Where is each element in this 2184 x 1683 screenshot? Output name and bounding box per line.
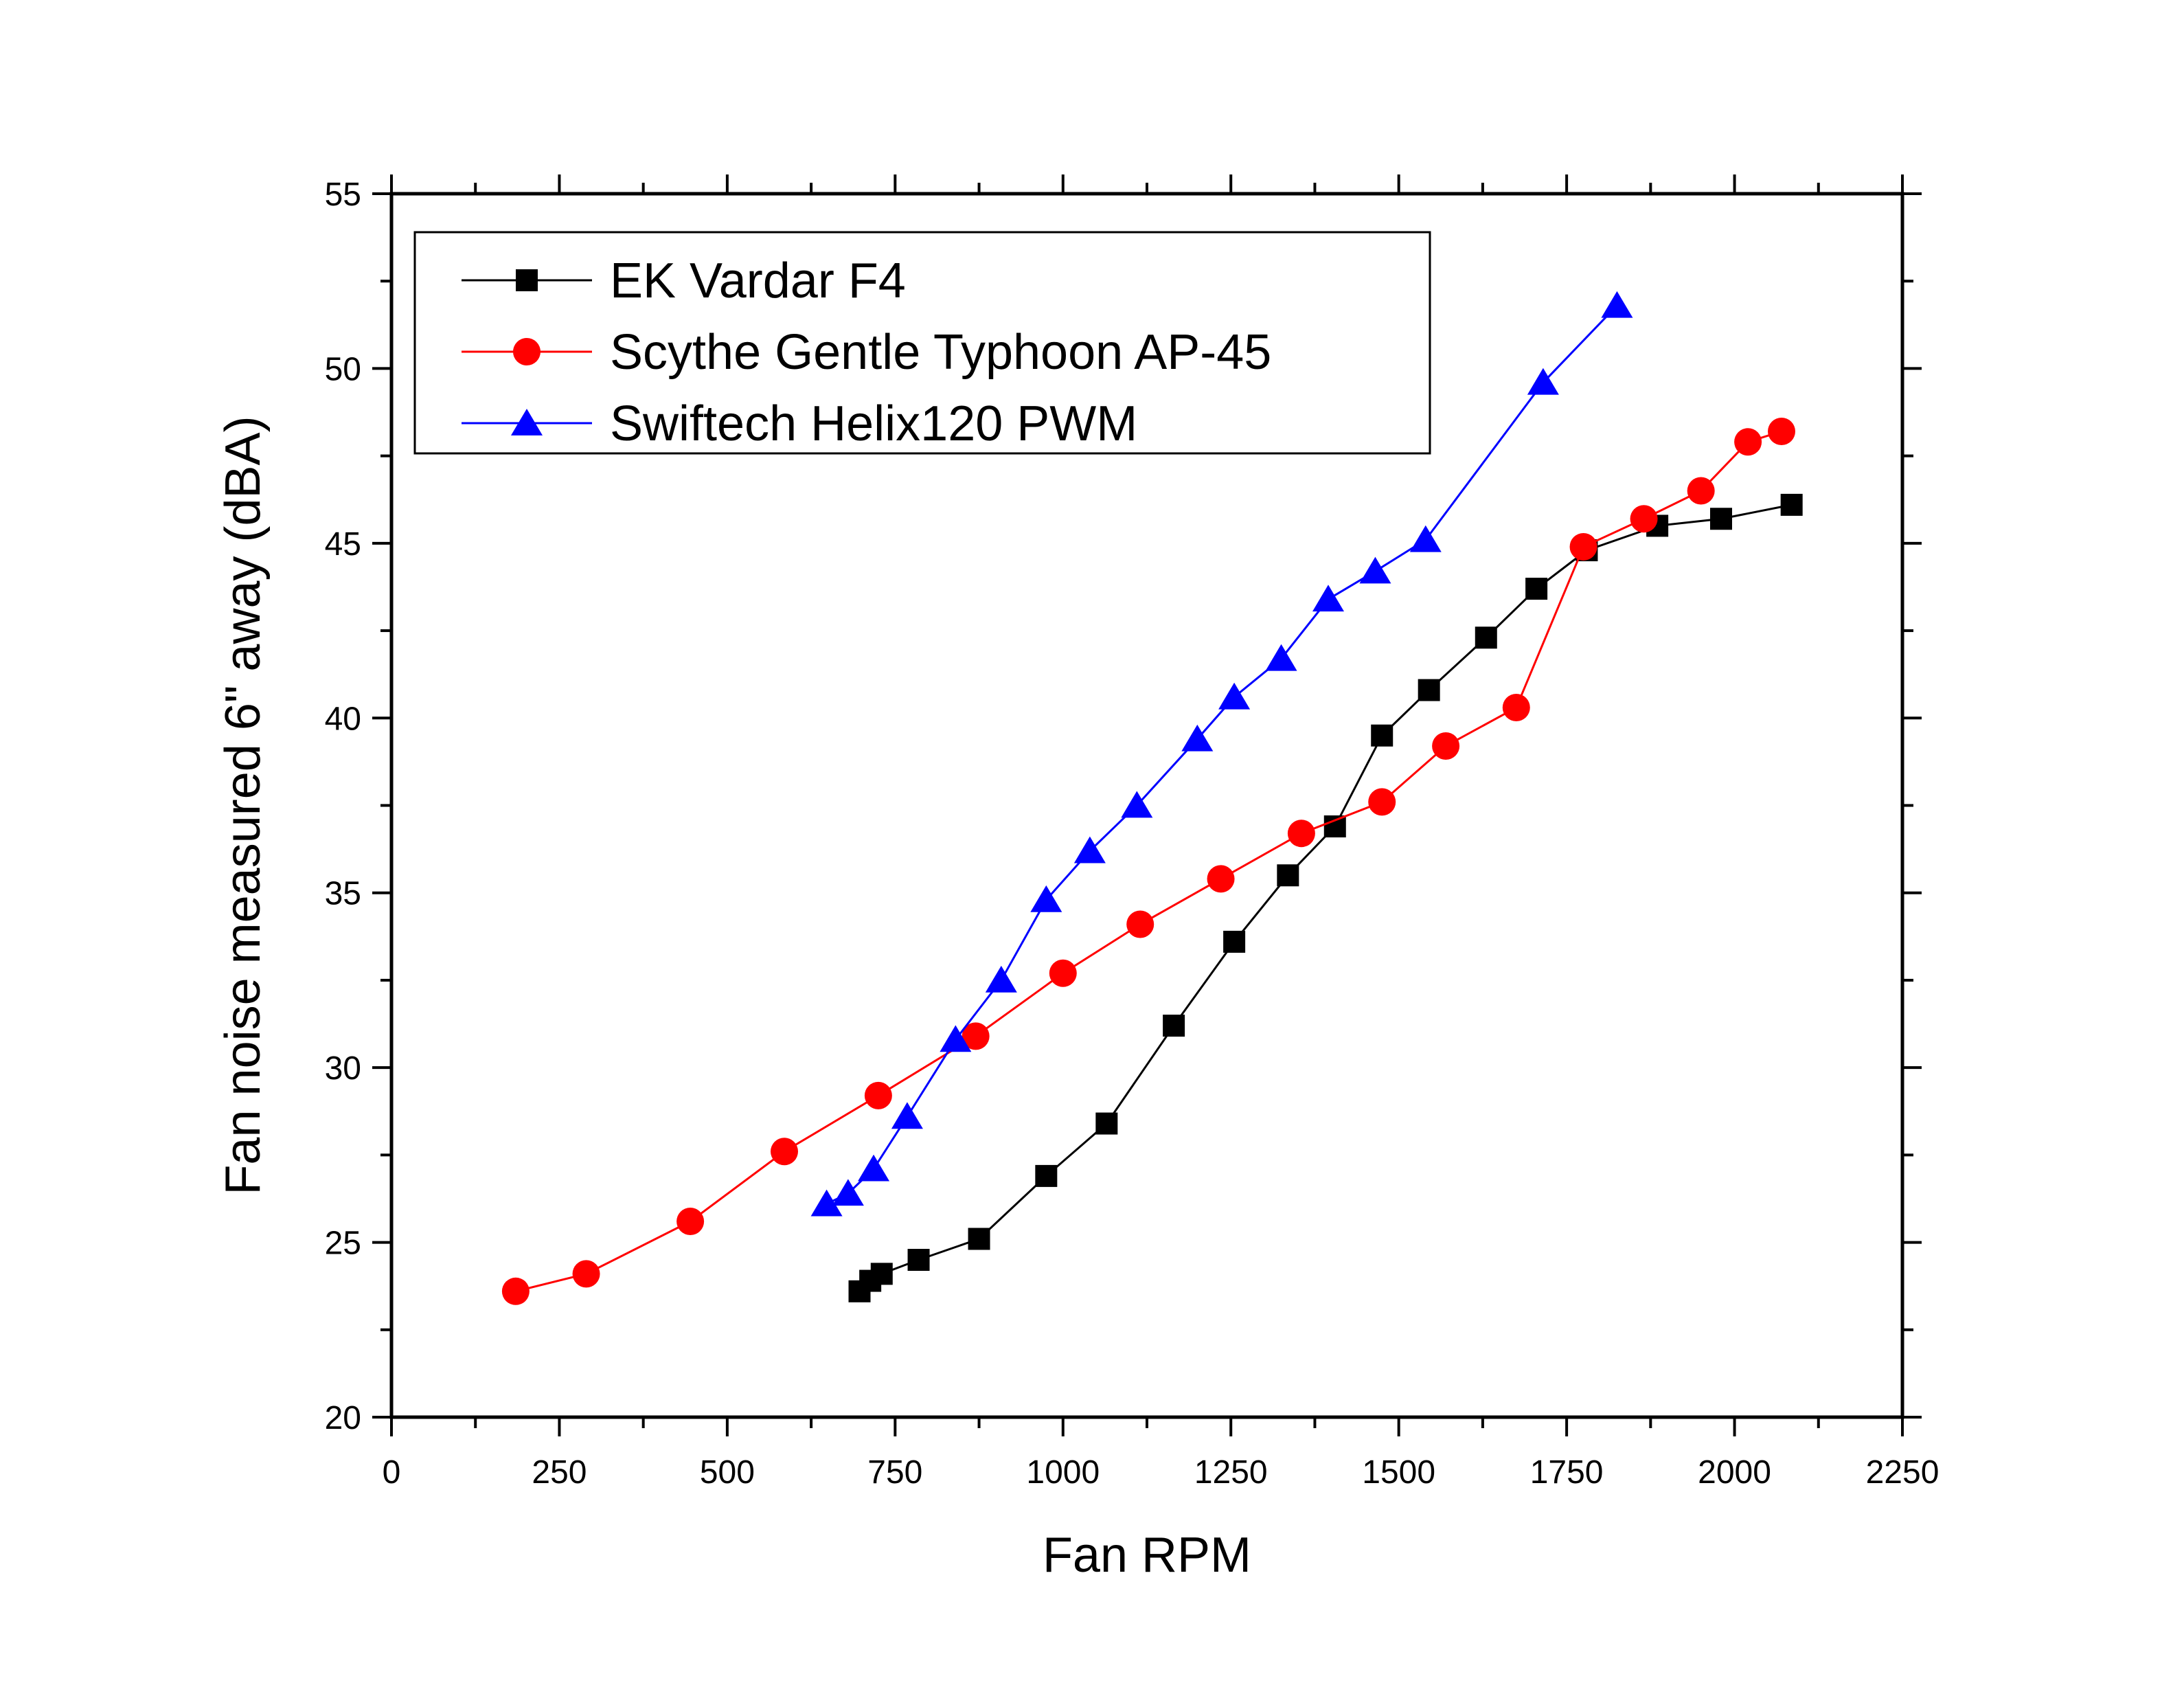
data-point — [1323, 815, 1346, 838]
data-point — [1121, 791, 1153, 818]
data-point — [501, 1277, 530, 1305]
data-point — [1207, 865, 1235, 893]
data-point — [1432, 732, 1460, 760]
data-point — [1368, 788, 1396, 816]
data-point — [1030, 885, 1062, 912]
plot-area — [501, 291, 1803, 1305]
x-tick-label: 1750 — [1530, 1454, 1604, 1491]
legend-marker — [513, 338, 541, 365]
y-tick-label: 30 — [325, 1050, 361, 1087]
x-tick-label: 1000 — [1026, 1454, 1100, 1491]
data-point — [1734, 428, 1762, 456]
data-point — [1126, 910, 1154, 938]
data-point — [907, 1249, 930, 1272]
data-point — [1780, 493, 1803, 516]
x-tick-label: 1500 — [1362, 1454, 1435, 1491]
data-point — [1265, 644, 1297, 671]
data-point — [1418, 679, 1440, 701]
data-point — [1287, 820, 1315, 848]
x-tick-label: 2000 — [1698, 1454, 1771, 1491]
x-tick-label: 750 — [867, 1454, 922, 1491]
data-point — [1409, 525, 1442, 552]
data-point — [1312, 585, 1344, 612]
x-tick-label: 2250 — [1866, 1454, 1940, 1491]
data-point — [1277, 864, 1299, 887]
legend-label: EK Vardar F4 — [610, 253, 906, 308]
data-point — [771, 1138, 798, 1166]
legend-box — [413, 231, 1431, 455]
data-point — [870, 1263, 893, 1285]
legend-item: EK Vardar F4 — [462, 253, 906, 308]
data-point — [1525, 578, 1548, 600]
y-tick-label: 25 — [325, 1225, 361, 1262]
legend-marker — [511, 409, 543, 436]
data-point — [832, 1179, 864, 1206]
series-line — [858, 504, 1792, 1292]
data-point — [962, 1022, 990, 1050]
data-point — [1181, 724, 1214, 752]
y-tick-label: 45 — [325, 526, 361, 563]
legend-item: Swiftech Helix120 PWM — [462, 396, 1137, 451]
data-point — [572, 1260, 600, 1288]
legend-item: Scythe Gentle Typhoon AP-45 — [462, 325, 1271, 380]
legend-marker — [516, 269, 538, 291]
data-point — [1223, 930, 1246, 953]
y-tick-label: 35 — [325, 876, 361, 912]
x-tick-label: 1250 — [1194, 1454, 1268, 1491]
series-triangle — [810, 291, 1633, 1217]
data-point — [1095, 1112, 1118, 1135]
data-point — [1768, 418, 1795, 446]
data-point — [1163, 1015, 1185, 1037]
data-point — [864, 1081, 892, 1109]
data-point — [1710, 508, 1732, 530]
y-axis-title: Fan noise measured 6" away (dBA) — [216, 416, 271, 1195]
data-point — [1569, 532, 1597, 561]
data-point — [1502, 694, 1530, 722]
x-tick-label: 500 — [700, 1454, 755, 1491]
data-point — [1630, 505, 1658, 533]
data-point — [676, 1208, 705, 1236]
legend-label: Swiftech Helix120 PWM — [610, 396, 1137, 451]
y-tick-label: 50 — [325, 351, 361, 387]
legend-label: Scythe Gentle Typhoon AP-45 — [610, 325, 1271, 380]
data-point — [1475, 626, 1497, 649]
data-point — [1035, 1164, 1058, 1187]
axes: 0 250 500 750 1000 1250 1500 1750 2000 2250 20 25 30… — [325, 174, 1940, 1491]
series-square — [848, 493, 1803, 1302]
series-circle — [501, 418, 1795, 1305]
x-tick-label: 0 — [383, 1454, 401, 1491]
y-tick-label: 20 — [325, 1400, 361, 1436]
x-tick-label: 250 — [532, 1454, 587, 1491]
data-point — [1527, 368, 1559, 395]
y-tick-label: 40 — [325, 701, 361, 737]
x-axis-title: Fan RPM — [1043, 1528, 1251, 1583]
data-point — [1371, 724, 1394, 747]
data-point — [1687, 477, 1715, 505]
data-point — [810, 1189, 843, 1217]
data-point — [1601, 291, 1633, 318]
data-point — [858, 1154, 890, 1182]
data-point — [891, 1102, 923, 1129]
data-point — [1359, 556, 1391, 584]
legend: EK Vardar F4 Scythe Gentle Typhoon AP-45 S… — [413, 231, 1431, 455]
data-point — [968, 1228, 990, 1250]
data-point — [1073, 836, 1106, 863]
data-point — [985, 965, 1017, 993]
data-point — [1049, 959, 1077, 987]
data-point — [940, 1025, 972, 1052]
data-point — [1218, 682, 1251, 710]
y-tick-label: 55 — [325, 177, 361, 213]
